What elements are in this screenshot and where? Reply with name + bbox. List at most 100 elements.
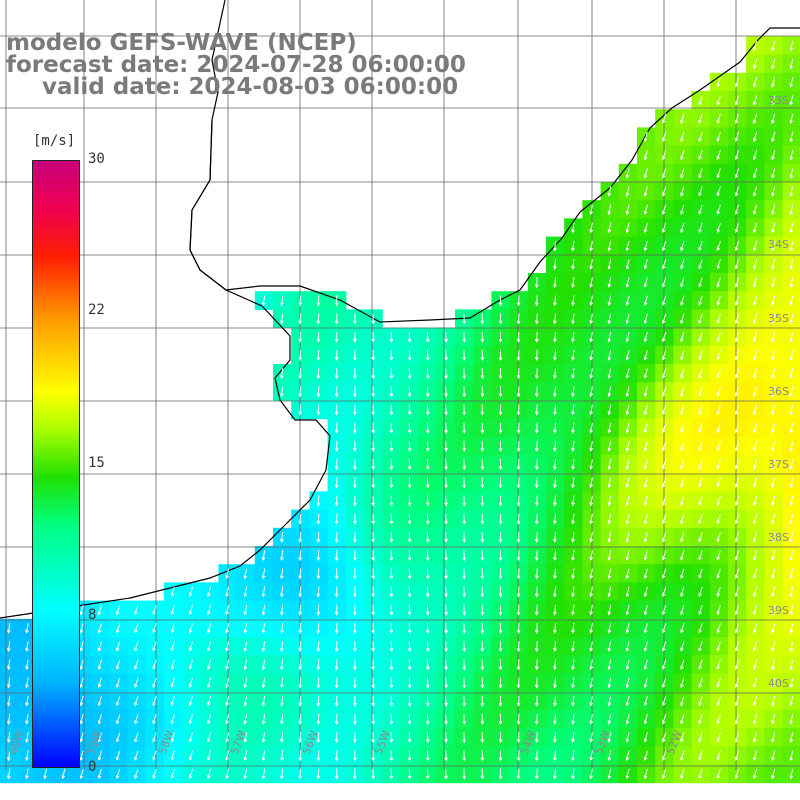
wind-arrow [643, 532, 648, 543]
wind-arrow [79, 677, 84, 689]
wind-arrow [680, 495, 685, 507]
wind-arrow [389, 586, 394, 598]
wind-arrow [316, 622, 321, 634]
wind-arrow [680, 222, 685, 234]
wind-arrow [334, 477, 339, 489]
wind-arrow [407, 550, 412, 562]
wind-arrow [625, 586, 630, 598]
wind-arrow [698, 696, 703, 707]
wind-arrow [334, 750, 339, 762]
lat-label-37s: 37S [768, 458, 789, 471]
wind-arrow [698, 677, 703, 688]
wind-arrow [625, 277, 630, 288]
wind-arrow [534, 641, 539, 653]
wind-arrow [680, 768, 685, 780]
wind-arrow [534, 622, 539, 634]
wind-arrow [698, 131, 703, 142]
wind-arrow [643, 149, 648, 161]
wind-arrow [589, 222, 594, 234]
wind-arrow [553, 550, 557, 562]
wind-arrow [371, 695, 376, 707]
wind-arrow [516, 550, 521, 562]
wind-arrow [480, 331, 485, 343]
wind-arrow [425, 768, 430, 780]
wind-arrow [571, 477, 575, 489]
wind-arrow [462, 568, 467, 580]
wind-arrow [353, 422, 357, 434]
wind-arrow [389, 732, 394, 744]
wind-arrow [425, 513, 430, 525]
wind-arrow [353, 368, 357, 380]
wind-arrow [553, 495, 557, 507]
wind-arrow [607, 331, 612, 343]
wind-arrow [607, 422, 612, 434]
wind-arrow [625, 750, 630, 761]
wind-arrow [662, 604, 667, 616]
wind-arrow [389, 459, 394, 471]
wind-arrow [534, 513, 539, 525]
wind-arrow [534, 349, 539, 361]
wind-arrow [498, 331, 503, 343]
wind-arrow [152, 732, 157, 743]
wind-arrow [734, 240, 739, 252]
wind-arrow [716, 404, 721, 415]
wind-arrow [625, 677, 630, 689]
wind-arrow [625, 295, 630, 306]
wind-arrow [462, 368, 467, 380]
wind-arrow [462, 404, 467, 416]
wind-arrow [607, 404, 612, 416]
wind-arrow [698, 423, 703, 434]
wind-arrow [444, 440, 448, 452]
wind-arrow [134, 714, 139, 725]
wind-arrow [771, 95, 776, 106]
wind-arrow [698, 186, 703, 197]
wind-arrow [589, 259, 594, 270]
wind-arrow [462, 386, 467, 398]
wind-arrow [170, 641, 175, 652]
colorbar [32, 160, 80, 768]
wind-arrow [371, 659, 376, 671]
wind-arrow [480, 713, 485, 725]
wind-arrow [643, 623, 648, 634]
wind-arrow [662, 550, 667, 561]
wind-arrow [553, 295, 557, 307]
wind-arrow [771, 386, 776, 397]
wind-arrow [516, 586, 521, 598]
wind-arrow [753, 95, 758, 106]
wind-arrow [753, 550, 758, 561]
wind-arrow [625, 240, 630, 252]
wind-arrow [188, 714, 193, 725]
wind-arrow [734, 459, 739, 470]
wind-arrow [771, 368, 776, 379]
wind-arrow [298, 386, 303, 398]
wind-arrow [589, 368, 594, 379]
wind-arrow [79, 604, 84, 616]
wind-arrow [25, 750, 29, 762]
wind-arrow [298, 604, 303, 616]
wind-arrow [480, 386, 485, 398]
wind-arrow [698, 732, 703, 743]
wind-arrow [589, 677, 594, 689]
wind-arrow [170, 750, 175, 761]
wind-arrow [662, 422, 667, 434]
wind-arrow [698, 532, 703, 543]
wind-arrow [698, 714, 703, 725]
wind-arrow [425, 459, 430, 471]
wind-arrow [280, 659, 284, 671]
wind-arrow [207, 768, 212, 780]
wind-arrow [444, 386, 448, 398]
wind-arrow [298, 641, 303, 653]
wind-arrow [498, 604, 503, 616]
wind-arrow [553, 622, 557, 634]
wind-arrow [662, 368, 667, 379]
wind-arrow [625, 441, 630, 452]
wind-arrow [334, 349, 339, 361]
wind-arrow [607, 750, 612, 762]
wind-arrow [753, 495, 758, 507]
wind-arrow [334, 604, 339, 616]
wind-arrow [771, 422, 776, 434]
wind-arrow [734, 168, 739, 179]
wind-arrow [643, 586, 648, 598]
wind-arrow [534, 440, 539, 452]
wind-arrow [553, 331, 557, 343]
